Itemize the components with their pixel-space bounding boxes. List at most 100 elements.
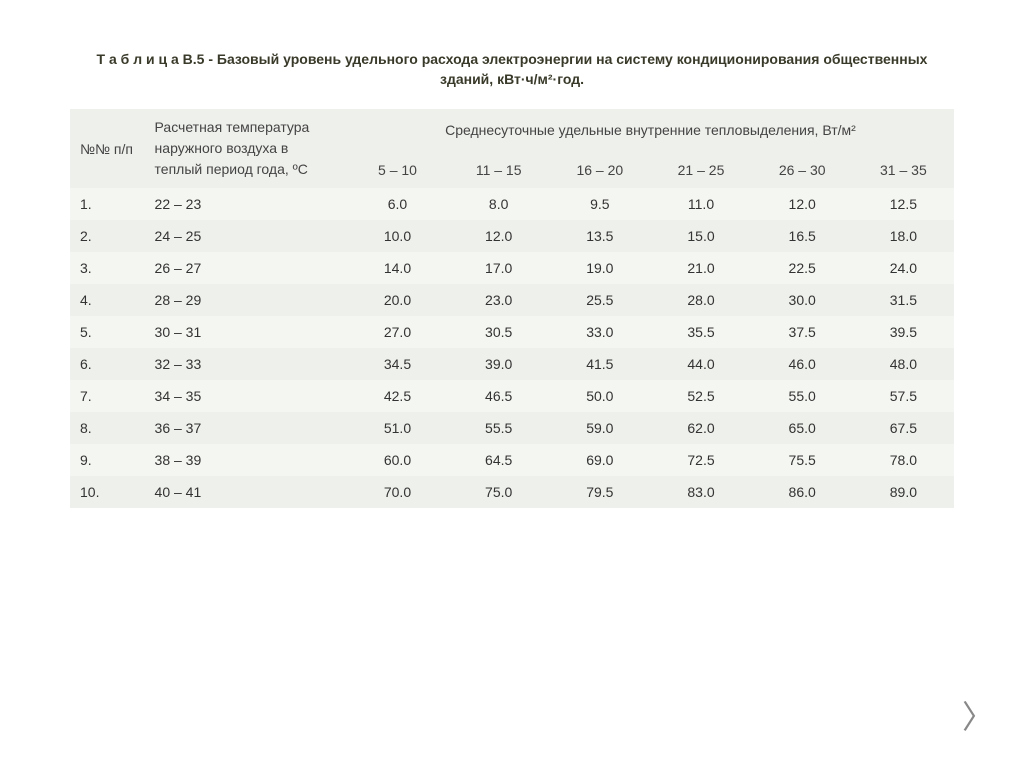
cell-value: 48.0 [853, 348, 954, 380]
header-group: Среднесуточные удельные внутренние тепло… [347, 109, 954, 151]
cell-value: 30.0 [752, 284, 853, 316]
cell-value: 23.0 [448, 284, 549, 316]
cell-temp: 24 – 25 [145, 220, 347, 252]
cell-value: 41.5 [549, 348, 650, 380]
cell-value: 9.5 [549, 188, 650, 220]
cell-value: 20.0 [347, 284, 448, 316]
cell-value: 27.0 [347, 316, 448, 348]
cell-value: 10.0 [347, 220, 448, 252]
table-row: 1.22 – 236.08.09.511.012.012.5 [70, 188, 954, 220]
cell-value: 24.0 [853, 252, 954, 284]
header-col-2: 16 – 20 [549, 152, 650, 189]
cell-value: 25.5 [549, 284, 650, 316]
next-arrow-icon[interactable]: 〉 [962, 692, 994, 738]
cell-value: 16.5 [752, 220, 853, 252]
header-col-4: 26 – 30 [752, 152, 853, 189]
cell-num: 1. [70, 188, 145, 220]
cell-value: 31.5 [853, 284, 954, 316]
table-row: 5.30 – 3127.030.533.035.537.539.5 [70, 316, 954, 348]
cell-value: 62.0 [650, 412, 751, 444]
cell-temp: 32 – 33 [145, 348, 347, 380]
cell-value: 15.0 [650, 220, 751, 252]
cell-num: 2. [70, 220, 145, 252]
cell-value: 17.0 [448, 252, 549, 284]
cell-value: 34.5 [347, 348, 448, 380]
cell-value: 55.0 [752, 380, 853, 412]
cell-value: 19.0 [549, 252, 650, 284]
header-col-0: 5 – 10 [347, 152, 448, 189]
cell-value: 65.0 [752, 412, 853, 444]
cell-num: 10. [70, 476, 145, 508]
cell-temp: 26 – 27 [145, 252, 347, 284]
table-row: 6.32 – 3334.539.041.544.046.048.0 [70, 348, 954, 380]
header-col-1: 11 – 15 [448, 152, 549, 189]
table-body: 1.22 – 236.08.09.511.012.012.52.24 – 251… [70, 188, 954, 508]
cell-value: 12.0 [752, 188, 853, 220]
cell-temp: 40 – 41 [145, 476, 347, 508]
header-num: №№ п/п [70, 109, 145, 188]
cell-value: 50.0 [549, 380, 650, 412]
cell-value: 46.0 [752, 348, 853, 380]
cell-value: 21.0 [650, 252, 751, 284]
cell-value: 78.0 [853, 444, 954, 476]
cell-value: 60.0 [347, 444, 448, 476]
cell-num: 6. [70, 348, 145, 380]
cell-num: 7. [70, 380, 145, 412]
cell-temp: 30 – 31 [145, 316, 347, 348]
cell-value: 75.5 [752, 444, 853, 476]
cell-value: 44.0 [650, 348, 751, 380]
cell-num: 9. [70, 444, 145, 476]
table-row: 7.34 – 3542.546.550.052.555.057.5 [70, 380, 954, 412]
cell-num: 4. [70, 284, 145, 316]
table-row: 10.40 – 4170.075.079.583.086.089.0 [70, 476, 954, 508]
cell-temp: 38 – 39 [145, 444, 347, 476]
cell-value: 52.5 [650, 380, 751, 412]
cell-value: 30.5 [448, 316, 549, 348]
cell-value: 18.0 [853, 220, 954, 252]
cell-value: 69.0 [549, 444, 650, 476]
cell-value: 14.0 [347, 252, 448, 284]
cell-value: 55.5 [448, 412, 549, 444]
cell-value: 37.5 [752, 316, 853, 348]
cell-value: 70.0 [347, 476, 448, 508]
cell-value: 39.5 [853, 316, 954, 348]
cell-value: 75.0 [448, 476, 549, 508]
header-col-3: 21 – 25 [650, 152, 751, 189]
cell-value: 64.5 [448, 444, 549, 476]
table-row: 4.28 – 2920.023.025.528.030.031.5 [70, 284, 954, 316]
table-row: 2.24 – 2510.012.013.515.016.518.0 [70, 220, 954, 252]
cell-temp: 22 – 23 [145, 188, 347, 220]
cell-value: 59.0 [549, 412, 650, 444]
cell-value: 8.0 [448, 188, 549, 220]
cell-value: 11.0 [650, 188, 751, 220]
cell-value: 39.0 [448, 348, 549, 380]
table-title: Т а б л и ц а В.5 - Базовый уровень удел… [70, 50, 954, 89]
table-row: 9.38 – 3960.064.569.072.575.578.0 [70, 444, 954, 476]
cell-value: 72.5 [650, 444, 751, 476]
cell-value: 22.5 [752, 252, 853, 284]
cell-value: 83.0 [650, 476, 751, 508]
cell-value: 13.5 [549, 220, 650, 252]
header-temp: Расчетная температура наружного воздуха … [145, 109, 347, 188]
cell-value: 79.5 [549, 476, 650, 508]
cell-temp: 28 – 29 [145, 284, 347, 316]
cell-value: 35.5 [650, 316, 751, 348]
cell-value: 42.5 [347, 380, 448, 412]
table-row: 3.26 – 2714.017.019.021.022.524.0 [70, 252, 954, 284]
data-table: №№ п/п Расчетная температура наружного в… [70, 109, 954, 508]
cell-value: 33.0 [549, 316, 650, 348]
cell-value: 57.5 [853, 380, 954, 412]
cell-value: 46.5 [448, 380, 549, 412]
cell-value: 28.0 [650, 284, 751, 316]
cell-value: 12.0 [448, 220, 549, 252]
cell-value: 89.0 [853, 476, 954, 508]
cell-value: 51.0 [347, 412, 448, 444]
cell-value: 12.5 [853, 188, 954, 220]
cell-value: 67.5 [853, 412, 954, 444]
cell-value: 6.0 [347, 188, 448, 220]
header-col-5: 31 – 35 [853, 152, 954, 189]
cell-value: 86.0 [752, 476, 853, 508]
table-row: 8.36 – 3751.055.559.062.065.067.5 [70, 412, 954, 444]
cell-num: 5. [70, 316, 145, 348]
cell-temp: 36 – 37 [145, 412, 347, 444]
